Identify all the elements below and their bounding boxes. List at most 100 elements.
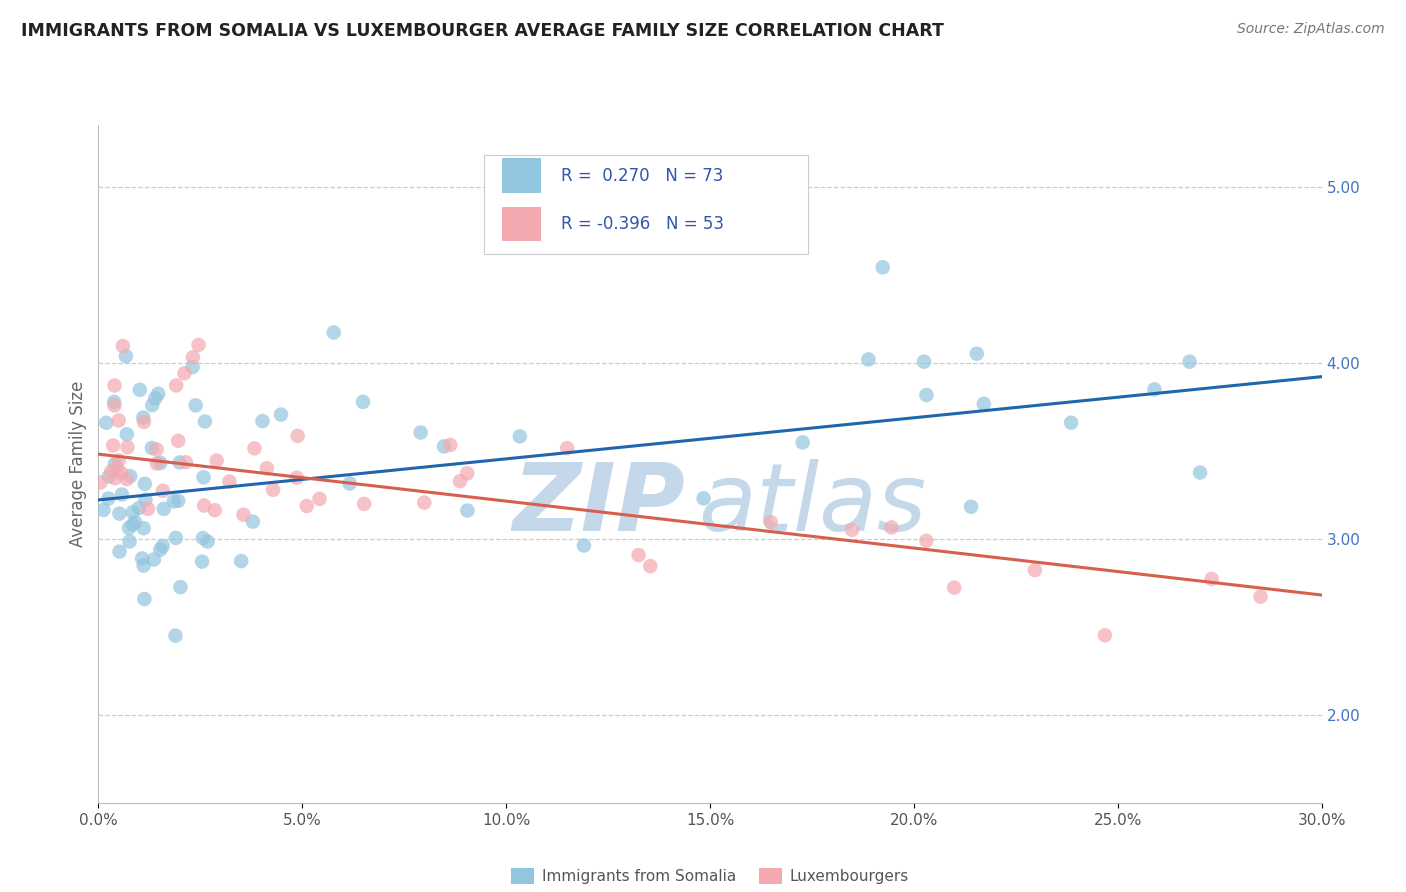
Point — [1024, 563, 1046, 577]
Point — [118, 521, 141, 535]
Point — [134, 492, 156, 507]
Point — [136, 501, 159, 516]
Point — [287, 429, 309, 443]
Point — [433, 439, 456, 453]
Point — [193, 499, 215, 513]
Point — [149, 456, 172, 470]
Point — [1094, 628, 1116, 642]
Point — [148, 386, 170, 401]
Point — [103, 399, 125, 413]
Point — [205, 453, 228, 467]
Point — [173, 366, 195, 380]
Point — [352, 395, 374, 409]
Point — [262, 483, 284, 497]
Point — [134, 592, 156, 607]
Point — [973, 397, 995, 411]
Point — [103, 378, 125, 392]
Point — [101, 438, 124, 452]
Point — [167, 493, 190, 508]
Point — [231, 554, 253, 568]
Text: R =  0.270   N = 73: R = 0.270 N = 73 — [561, 167, 723, 185]
Point — [104, 471, 127, 485]
Point — [152, 501, 174, 516]
Point — [841, 523, 863, 537]
Point — [124, 515, 146, 529]
Point — [181, 359, 204, 374]
Point — [880, 520, 903, 534]
Point — [111, 339, 134, 353]
Point — [89, 475, 111, 490]
Point — [439, 438, 461, 452]
Point — [169, 580, 191, 594]
Point — [181, 351, 204, 365]
Point — [1250, 590, 1272, 604]
Point — [142, 552, 165, 566]
Text: Source: ZipAtlas.com: Source: ZipAtlas.com — [1237, 22, 1385, 37]
Point — [1060, 416, 1083, 430]
Point — [165, 531, 187, 545]
Point — [108, 507, 131, 521]
Point — [242, 515, 264, 529]
Point — [627, 548, 650, 562]
Point — [912, 354, 935, 368]
Point — [152, 483, 174, 498]
Point — [409, 425, 432, 440]
Point — [132, 415, 155, 429]
Point — [93, 503, 115, 517]
Point — [509, 429, 531, 443]
Point — [105, 461, 128, 475]
Point — [193, 470, 215, 484]
Point — [115, 427, 138, 442]
Point — [100, 464, 122, 478]
Point — [256, 461, 278, 475]
Point — [191, 531, 214, 545]
Point — [132, 521, 155, 535]
Point — [108, 544, 131, 558]
Point — [143, 392, 166, 406]
Point — [97, 491, 120, 506]
Point — [943, 581, 966, 595]
Point — [966, 347, 988, 361]
Point — [103, 395, 125, 409]
Text: IMMIGRANTS FROM SOMALIA VS LUXEMBOURGER AVERAGE FAMILY SIZE CORRELATION CHART: IMMIGRANTS FROM SOMALIA VS LUXEMBOURGER … — [21, 22, 943, 40]
Point — [449, 474, 471, 488]
Point — [120, 469, 142, 483]
Point — [149, 542, 172, 557]
Text: R = -0.396   N = 53: R = -0.396 N = 53 — [561, 215, 724, 234]
Point — [107, 413, 129, 427]
Point — [152, 539, 174, 553]
Point — [858, 352, 880, 367]
Point — [115, 349, 138, 363]
Point — [110, 466, 132, 480]
Point — [167, 434, 190, 448]
Point — [163, 494, 186, 508]
Bar — [502, 207, 541, 242]
Point — [128, 383, 150, 397]
Point — [145, 442, 167, 457]
Point — [218, 475, 240, 489]
Point — [572, 539, 595, 553]
Point — [111, 487, 134, 501]
Bar — [502, 159, 541, 193]
Point — [640, 559, 662, 574]
Point — [118, 534, 141, 549]
Point — [134, 476, 156, 491]
Point — [792, 435, 814, 450]
Point — [322, 326, 344, 340]
Point — [191, 555, 214, 569]
Point — [413, 495, 436, 509]
Point — [295, 499, 318, 513]
Point — [1143, 383, 1166, 397]
Point — [353, 497, 375, 511]
Point — [121, 517, 143, 532]
Point — [141, 398, 163, 412]
Text: ZIP: ZIP — [513, 458, 686, 550]
Point — [555, 441, 578, 455]
Point — [165, 378, 187, 392]
Point — [243, 442, 266, 456]
Point — [132, 558, 155, 573]
Point — [107, 453, 129, 467]
Point — [184, 398, 207, 412]
Text: atlas: atlas — [697, 459, 927, 550]
Point — [915, 388, 938, 402]
